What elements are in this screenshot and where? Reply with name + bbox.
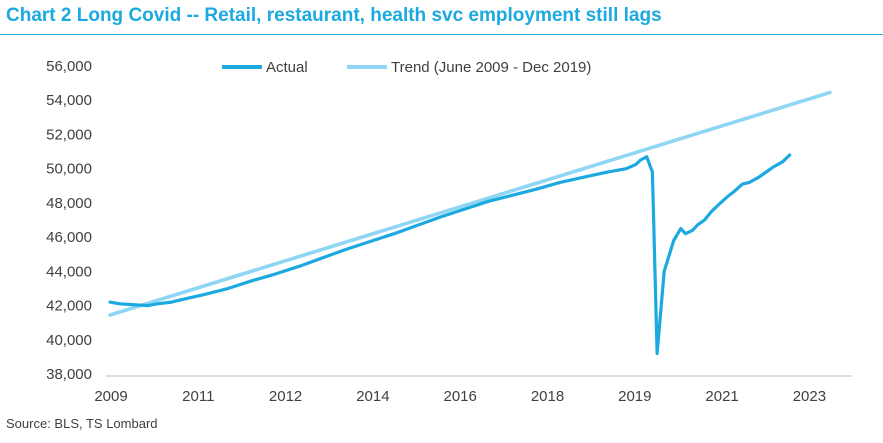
series-line-actual — [108, 153, 792, 356]
y-tick-label: 48,000 — [46, 195, 92, 212]
chart-title: Chart 2 Long Covid -- Retail, restaurant… — [6, 5, 662, 26]
y-tick-label: 52,000 — [46, 126, 92, 143]
legend-label-trend: Trend (June 2009 - Dec 2019) — [391, 59, 591, 76]
legend-label-actual: Actual — [266, 59, 308, 76]
x-tick-label: 2014 — [356, 388, 389, 405]
x-tick-label: 2012 — [269, 388, 302, 405]
series-line-trend — [108, 90, 832, 317]
line-chart: 56,000 54,000 52,000 50,000 48,000 46,000 44,0… — [46, 58, 852, 405]
title-divider — [0, 34, 883, 35]
x-tick-label: 2016 — [444, 388, 477, 405]
y-tick-label: 50,000 — [46, 161, 92, 178]
x-tick-label: 2019 — [618, 388, 651, 405]
x-tick-label: 2009 — [94, 388, 127, 405]
y-tick-label: 40,000 — [46, 332, 92, 349]
y-axis: 56,000 54,000 52,000 50,000 48,000 46,000 44,0… — [46, 58, 92, 383]
y-tick-label: 44,000 — [46, 263, 92, 280]
x-tick-label: 2011 — [182, 388, 214, 405]
x-axis: 2009 2011 2012 2014 2016 2018 2019 2021 2023 — [94, 375, 852, 405]
y-tick-label: 38,000 — [46, 366, 92, 383]
y-tick-label: 56,000 — [46, 58, 92, 75]
source-note: Source: BLS, TS Lombard — [6, 416, 158, 431]
y-tick-label: 42,000 — [46, 298, 92, 315]
legend: Actual Trend (June 2009 - Dec 2019) — [222, 59, 591, 76]
y-tick-label: 54,000 — [46, 92, 92, 109]
series-layer — [108, 90, 832, 356]
x-tick-label: 2023 — [793, 388, 826, 405]
y-tick-label: 46,000 — [46, 229, 92, 246]
x-tick-label: 2021 — [705, 388, 738, 405]
x-tick-label: 2018 — [531, 388, 564, 405]
